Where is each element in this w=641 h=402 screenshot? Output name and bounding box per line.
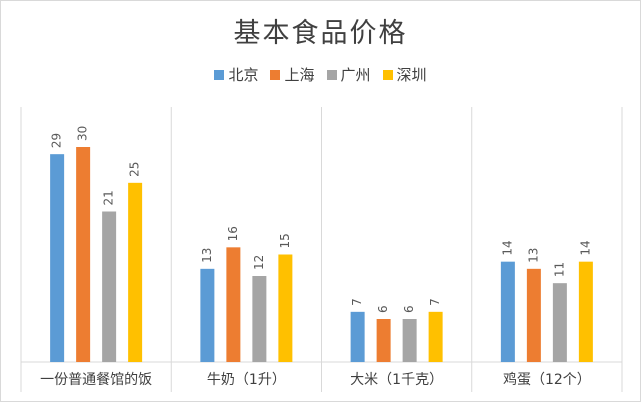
data-label: 14 (500, 240, 514, 255)
bar (526, 268, 541, 362)
legend-item-beijing: 北京 (214, 64, 258, 85)
legend-swatch-guangzhou (326, 69, 337, 80)
data-label: 7 (350, 298, 364, 306)
bar (350, 311, 365, 362)
legend-label-beijing: 北京 (228, 66, 259, 84)
bar (578, 261, 593, 362)
bar (50, 154, 65, 362)
data-label: 21 (102, 190, 116, 205)
bar (376, 319, 391, 362)
data-label: 11 (552, 262, 566, 277)
data-label: 15 (278, 233, 292, 248)
bar (76, 147, 91, 362)
legend-swatch-shenzhen (382, 69, 393, 80)
legend-label-shenzhen: 深圳 (396, 66, 427, 84)
data-label: 16 (226, 226, 240, 241)
bar (200, 268, 215, 362)
bar (278, 254, 293, 362)
legend-item-guangzhou: 广州 (326, 64, 371, 85)
legend-item-shenzhen: 深圳 (382, 64, 427, 85)
data-label: 7 (428, 298, 442, 306)
data-label: 25 (128, 162, 142, 177)
bar (428, 311, 443, 362)
bar (128, 182, 143, 362)
data-label: 12 (252, 255, 266, 270)
data-label: 14 (578, 240, 592, 255)
legend-item-shanghai: 上海 (270, 64, 315, 85)
category-label: 牛奶（1升） (207, 372, 286, 388)
data-label: 13 (200, 248, 214, 263)
legend-swatch-shanghai (270, 69, 281, 80)
bar (500, 261, 515, 362)
bar (252, 276, 267, 362)
legend-swatch-beijing (214, 69, 225, 80)
bar (102, 211, 117, 362)
data-label: 30 (76, 126, 90, 141)
legend-label-shanghai: 上海 (284, 66, 315, 84)
data-label: 6 (402, 305, 416, 313)
chart-title: 基本食品价格 (233, 18, 408, 49)
data-label: 13 (526, 248, 540, 263)
category-label: 鸡蛋（12个） (503, 371, 591, 388)
bar (226, 247, 241, 362)
category-label: 大米（1千克） (350, 372, 443, 388)
category-label: 一份普通餐馆的饭 (40, 372, 152, 388)
legend-label-guangzhou: 广州 (340, 66, 371, 84)
data-label: 6 (376, 305, 390, 313)
bar (552, 283, 567, 362)
bar (402, 319, 417, 362)
chart-legend: 北京 上海 广州 深圳 (1, 64, 640, 85)
data-label: 29 (50, 133, 64, 148)
